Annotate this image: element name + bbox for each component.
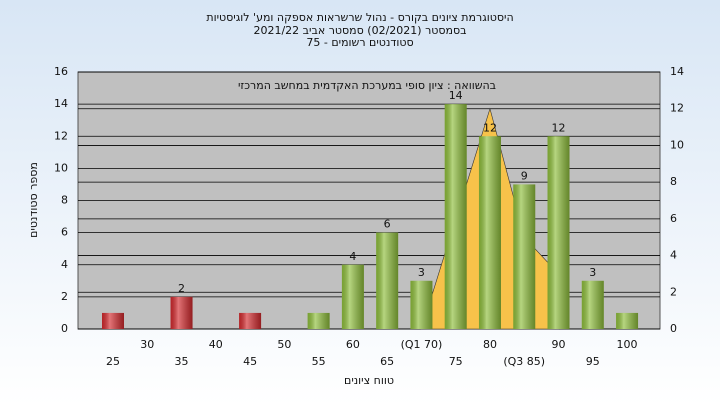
- x-tick-label: 30: [140, 338, 154, 351]
- x-tick-label: 100: [617, 338, 638, 351]
- bar-shade: [307, 312, 330, 329]
- x-tick-label: 65: [380, 355, 394, 368]
- x-tick-label: 60: [346, 338, 360, 351]
- bar-shade: [376, 232, 399, 329]
- bar-shade: [102, 312, 124, 329]
- x-tick-label: 95: [586, 355, 600, 368]
- title: היסטוגרמת ציונים בקורס - נהול שרשראות אס…: [206, 11, 513, 24]
- y-tick-label: 10: [54, 161, 68, 174]
- bar-shade: [478, 136, 501, 329]
- y2-tick-label: 14: [670, 65, 684, 78]
- x-tick-label: 55: [312, 355, 326, 368]
- data-label: 14: [449, 89, 463, 102]
- x-tick-label: 40: [209, 338, 223, 351]
- data-label: 4: [349, 250, 356, 263]
- y2-tick-label: 6: [670, 212, 677, 225]
- annotation: בהשוואה : ציון סופי במערכת האקדמית במחשב…: [238, 79, 496, 92]
- bar-shade: [444, 104, 467, 329]
- title: בסמסטר (02/2021) סמסטר אביב 2021/22: [253, 24, 466, 37]
- bar-shade: [581, 280, 604, 329]
- x-tick-label: 35: [175, 355, 189, 368]
- y2-tick-label: 8: [670, 175, 677, 188]
- y2-tick-label: 2: [670, 285, 677, 298]
- x-axis-label: טווח ציונים: [344, 374, 394, 387]
- x-tick-label: 25: [106, 355, 120, 368]
- title: סטודנטים רשומים - 75: [306, 36, 413, 49]
- y2-tick-label: 12: [670, 102, 684, 115]
- x-tick-label: 90: [552, 338, 566, 351]
- x-tick-label: 45: [243, 355, 257, 368]
- y-tick-label: 6: [61, 226, 68, 239]
- data-label: 3: [589, 266, 596, 279]
- y-tick-label: 2: [61, 290, 68, 303]
- y-tick-label: 12: [54, 129, 68, 142]
- data-label: 2: [178, 282, 185, 295]
- x-tick-label: (Q3 85): [503, 355, 545, 368]
- data-label: 3: [418, 266, 425, 279]
- x-tick-label: 50: [277, 338, 291, 351]
- bar-shade: [410, 280, 433, 329]
- y-tick-label: 16: [54, 65, 68, 78]
- bar-shade: [239, 312, 262, 329]
- y2-tick-label: 10: [670, 138, 684, 151]
- bar-shade: [513, 184, 536, 329]
- x-tick-label: 75: [449, 355, 463, 368]
- data-label: 12: [483, 121, 497, 134]
- y-tick-label: 8: [61, 194, 68, 207]
- bar-shade: [170, 296, 193, 329]
- bar-shade: [547, 136, 570, 329]
- data-label: 9: [521, 169, 528, 182]
- y-tick-label: 4: [61, 258, 68, 271]
- bar-shade: [341, 264, 364, 329]
- y2-tick-label: 4: [670, 249, 677, 262]
- data-label: 12: [552, 121, 566, 134]
- y-tick-label: 14: [54, 97, 68, 110]
- data-label: 6: [384, 218, 391, 231]
- y-tick-label: 0: [61, 322, 68, 335]
- y-axis-label: מספר סטודנטים: [27, 162, 40, 238]
- bar-shade: [616, 312, 639, 329]
- y2-tick-label: 0: [670, 322, 677, 335]
- x-tick-label: (Q1 70): [401, 338, 443, 351]
- x-tick-label: 80: [483, 338, 497, 351]
